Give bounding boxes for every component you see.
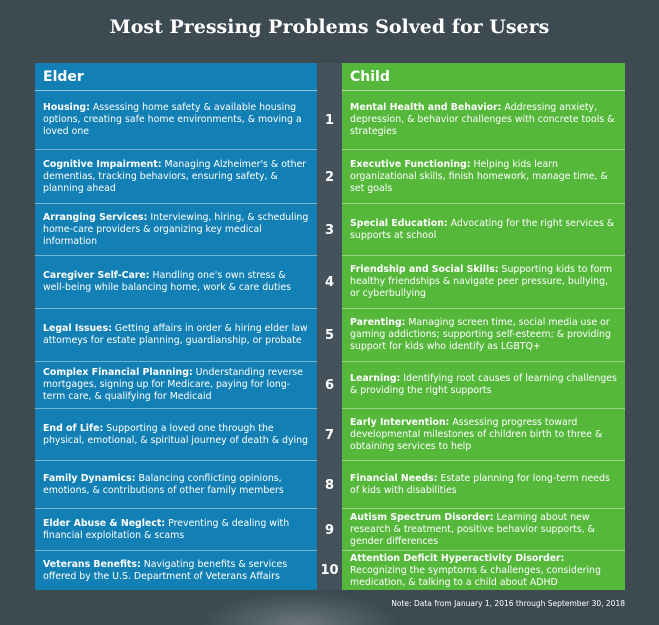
rank-number: 10	[320, 563, 339, 578]
elder-item-2: Cognitive Impairment: Managing Alzheimer…	[35, 150, 317, 204]
child-item-9: Autism Spectrum Disorder: Learning about…	[342, 509, 625, 551]
child-item-text: Recognizing the symptoms & challenges, c…	[350, 564, 601, 588]
problems-table: Elder Housing: Assessing home safety & a…	[35, 63, 625, 590]
elder-item-heading: End of Life:	[43, 422, 104, 434]
elder-item-text: Navigating benefits & services offered b…	[43, 558, 288, 582]
elder-item-9: Elder Abuse & Neglect: Preventing & deal…	[35, 509, 317, 551]
elder-item-7: End of Life: Supporting a loved one thro…	[35, 409, 317, 461]
rank-column	[317, 63, 342, 590]
photo-fragment	[200, 592, 400, 625]
child-column: Child Mental Health and Behavior: Addres…	[342, 63, 625, 590]
child-item-heading: Parenting:	[350, 317, 406, 328]
elder-item-text: Preventing & dealing with financial expl…	[43, 517, 290, 541]
elder-item-text: Getting affairs in order & hiring elder …	[43, 323, 308, 346]
elder-item-8: Family Dynamics: Balancing conflicting o…	[35, 461, 317, 509]
elder-item-heading: Arranging Services:	[43, 211, 148, 223]
child-item-8: Financial Needs: Estate planning for lon…	[342, 461, 625, 509]
child-item-heading: Mental Health and Behavior:	[350, 102, 502, 113]
page-title: Most Pressing Problems Solved for Users	[109, 16, 550, 38]
child-header: Child	[342, 63, 625, 91]
child-item-heading: Special Education:	[350, 217, 448, 229]
child-item-heading: Financial Needs:	[350, 472, 438, 484]
rank-number: 7	[324, 427, 335, 443]
data-note: Note: Data from January 1, 2016 through …	[391, 599, 625, 608]
elder-item-heading: Housing:	[43, 102, 90, 113]
child-item-heading: Executive Functioning:	[350, 158, 471, 170]
elder-item-text: Supporting a loved one through the physi…	[43, 422, 309, 446]
elder-item-text: Assessing home safety & available housin…	[43, 102, 302, 137]
child-item-heading: Autism Spectrum Disorder:	[350, 511, 494, 523]
child-item-3: Special Education: Advocating for the ri…	[342, 204, 625, 256]
elder-item-5: Legal Issues: Getting affairs in order &…	[35, 309, 317, 362]
child-item-10: Attention Deficit Hyperactivity Disorder…	[342, 551, 625, 590]
elder-item-10: Veterans Benefits: Navigating benefits &…	[35, 551, 317, 590]
rank-number: 2	[324, 169, 335, 185]
elder-item-text: Interviewing, hiring, & scheduling home-…	[43, 211, 309, 247]
child-item-5: Parenting: Managing screen time, social …	[342, 309, 625, 362]
child-item-text: Supporting kids to form healthy friendsh…	[350, 264, 613, 299]
child-item-text: Assessing progress toward developmental …	[350, 416, 603, 452]
child-item-4: Friendship and Social Skills: Supporting…	[342, 256, 625, 309]
child-item-7: Early Intervention: Assessing progress t…	[342, 409, 625, 461]
elder-item-4: Caregiver Self-Care: Handling one's own …	[35, 256, 317, 309]
child-item-2: Executive Functioning: Helping kids lear…	[342, 150, 625, 204]
elder-item-heading: Elder Abuse & Neglect:	[43, 517, 166, 529]
rank-number: 4	[324, 275, 335, 290]
elder-item-heading: Family Dynamics:	[43, 472, 136, 484]
elder-item-heading: Caregiver Self-Care:	[43, 270, 150, 281]
child-item-text: Addressing anxiety, depression, & behavi…	[350, 102, 615, 137]
elder-item-text: Understanding reverse mortgages, signing…	[43, 367, 303, 402]
child-item-text: Identifying root causes of learning chal…	[350, 373, 617, 396]
rank-number: 5	[324, 328, 335, 343]
elder-header: Elder	[35, 63, 317, 91]
elder-item-text: Balancing conflicting opinions, emotions…	[43, 472, 284, 496]
elder-item-heading: Veterans Benefits:	[43, 558, 141, 570]
elder-item-1: Housing: Assessing home safety & availab…	[35, 91, 317, 150]
child-item-text: Estate planning for long-term needs of k…	[350, 472, 610, 496]
child-item-heading: Friendship and Social Skills:	[350, 264, 499, 275]
child-item-heading: Attention Deficit Hyperactivity Disorder…	[350, 552, 565, 564]
elder-item-3: Arranging Services: Interviewing, hiring…	[35, 204, 317, 256]
child-item-text: Learning about new research & treatment,…	[350, 511, 595, 547]
child-item-1: Mental Health and Behavior: Addressing a…	[342, 91, 625, 150]
child-item-6: Learning: Identifying root causes of lea…	[342, 362, 625, 409]
elder-item-6: Complex Financial Planning: Understandin…	[35, 362, 317, 409]
child-item-text: Advocating for the right services & supp…	[350, 217, 615, 241]
child-item-heading: Early Intervention:	[350, 416, 450, 428]
child-item-heading: Learning:	[350, 373, 401, 384]
elder-item-text: Handling one's own stress & well-being w…	[43, 270, 292, 293]
elder-item-heading: Complex Financial Planning:	[43, 367, 193, 378]
rank-number: 9	[324, 522, 335, 538]
child-item-text: Helping kids learn organizational skills…	[350, 158, 608, 194]
rank-number: 1	[324, 113, 335, 128]
rank-number: 8	[324, 477, 335, 493]
rank-number: 3	[324, 222, 335, 238]
elder-column: Elder Housing: Assessing home safety & a…	[35, 63, 317, 590]
elder-item-heading: Cognitive Impairment:	[43, 158, 162, 170]
rank-number: 6	[324, 378, 335, 393]
child-item-text: Managing screen time, social media use o…	[350, 317, 611, 352]
elder-item-heading: Legal Issues:	[43, 323, 112, 334]
elder-item-text: Managing Alzheimer's & other dementias, …	[43, 158, 307, 194]
